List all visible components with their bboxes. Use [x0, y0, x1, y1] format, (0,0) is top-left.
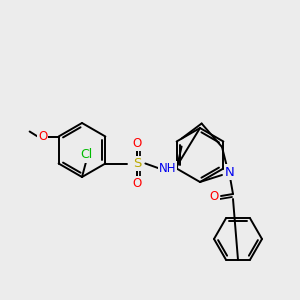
Text: O: O — [209, 190, 219, 202]
Text: N: N — [225, 166, 235, 178]
Text: Cl: Cl — [80, 148, 92, 161]
Text: O: O — [38, 130, 47, 143]
Text: NH: NH — [159, 162, 176, 175]
Text: O: O — [133, 137, 142, 150]
Text: S: S — [133, 157, 142, 170]
Text: O: O — [133, 177, 142, 190]
